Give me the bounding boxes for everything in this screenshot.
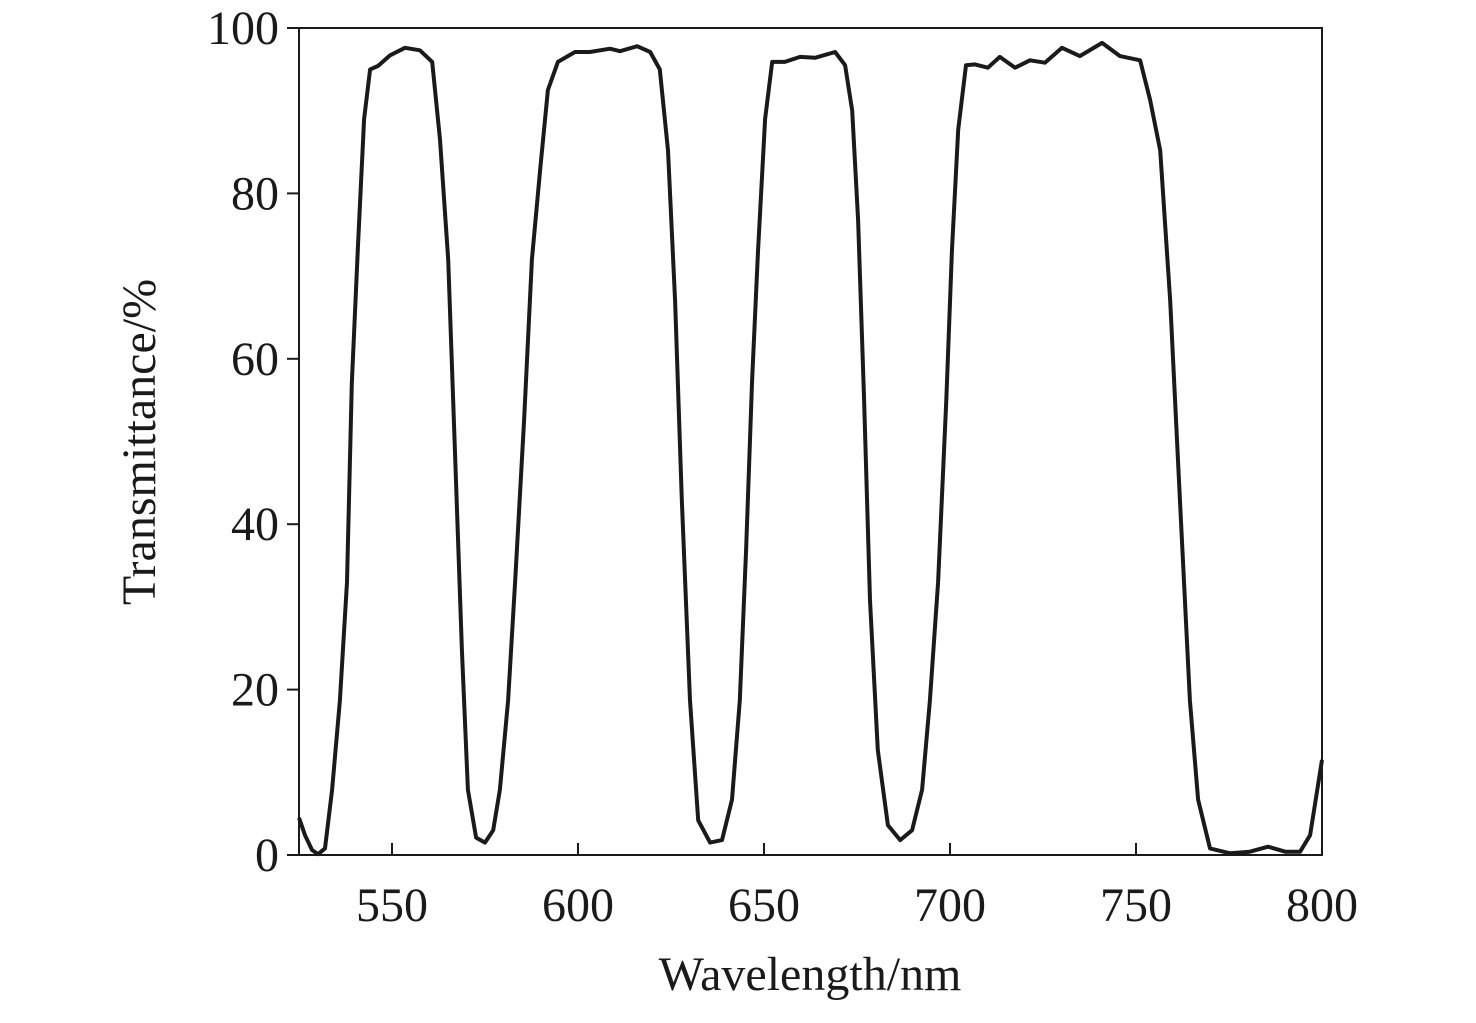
x-tick-label: 700 (914, 879, 986, 932)
x-tick-label: 650 (728, 879, 800, 932)
plot-frame (298, 27, 1323, 856)
y-tick-label: 20 (231, 664, 279, 717)
x-tick-label: 800 (1286, 879, 1358, 932)
y-tick-label: 0 (255, 829, 279, 882)
y-axis-title: Transmittance/% (113, 279, 166, 605)
y-tick-label: 100 (207, 2, 279, 55)
data-line (297, 40, 1324, 857)
x-tick-label: 750 (1100, 879, 1172, 932)
y-tick-label: 80 (231, 167, 279, 220)
x-tick-label: 550 (356, 879, 428, 932)
x-tick-label: 600 (542, 879, 614, 932)
y-tick-label: 40 (231, 498, 279, 551)
y-tick-label: 60 (231, 333, 279, 386)
x-axis-title: Wavelength/nm (659, 948, 962, 1001)
